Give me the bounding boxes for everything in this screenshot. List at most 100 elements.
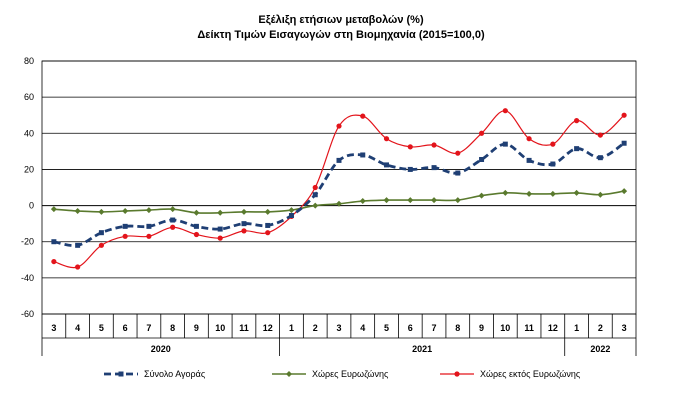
series-2-point <box>169 206 176 213</box>
legend-label: Χώρες εκτός Ευρωζώνης <box>480 369 581 379</box>
series-2-point <box>431 197 438 204</box>
legend-label: Σύνολο Αγοράς <box>144 369 206 379</box>
series-3-point <box>360 113 366 119</box>
x-tick-label: 6 <box>408 323 413 333</box>
x-tick-label: 11 <box>524 323 534 333</box>
y-tick-label: 40 <box>24 128 34 138</box>
y-tick-label: 20 <box>24 164 34 174</box>
series-3-point <box>455 150 461 156</box>
series-3-point <box>383 136 390 142</box>
series-3-point <box>193 231 200 238</box>
series-2-point <box>573 189 580 196</box>
series-3-point <box>431 142 437 148</box>
series-3-point <box>407 144 413 150</box>
x-tick-label: 10 <box>215 323 225 333</box>
series-3-point <box>621 112 627 118</box>
x-tick-label: 5 <box>384 323 389 333</box>
series-1-point <box>312 192 318 198</box>
x-tick-label: 7 <box>432 323 437 333</box>
series-1-point <box>550 161 556 167</box>
series-1-point <box>288 213 294 219</box>
x-tick-label: 10 <box>500 323 510 333</box>
series-2-point <box>383 197 390 204</box>
y-tick-label: -20 <box>21 237 34 247</box>
y-tick-label: 80 <box>24 56 34 66</box>
series-3-point <box>122 233 128 239</box>
series-1-point <box>241 221 247 227</box>
x-tick-label: 9 <box>479 323 484 333</box>
x-year-label: 2022 <box>590 344 610 354</box>
x-tick-label: 8 <box>455 323 460 333</box>
series-1-point <box>431 165 437 171</box>
y-tick-label: 0 <box>29 201 34 211</box>
series-1-point <box>502 141 508 147</box>
series-2-point <box>526 190 533 197</box>
series-3-point <box>478 130 485 136</box>
series-1-point <box>479 156 485 162</box>
x-tick-label: 5 <box>99 323 104 333</box>
x-tick-label: 6 <box>123 323 128 333</box>
series-2-point <box>50 206 57 213</box>
series-2-point <box>98 208 105 215</box>
series-2-point <box>359 198 366 205</box>
chart-title: Εξέλιξη ετήσιων μεταβολών (%) <box>258 14 424 26</box>
x-tick-label: 9 <box>194 323 199 333</box>
series-1-point <box>407 166 413 172</box>
series-1-point <box>455 170 461 176</box>
series-1-point <box>146 223 152 229</box>
y-tick-label: -60 <box>21 309 34 319</box>
series-3-point <box>550 141 556 147</box>
legend-swatch-marker <box>454 371 460 377</box>
y-tick-label: -40 <box>21 273 34 283</box>
x-tick-label: 3 <box>336 323 341 333</box>
x-tick-label: 3 <box>622 323 627 333</box>
series-1-point <box>336 157 342 163</box>
series-2-point <box>621 188 628 195</box>
series-1-point <box>170 217 176 223</box>
x-tick-label: 1 <box>289 323 294 333</box>
series-1-point <box>621 140 627 146</box>
series-2-point <box>145 207 152 214</box>
series-3-point <box>75 264 81 270</box>
series-2-point <box>336 200 342 207</box>
x-tick-label: 3 <box>51 323 56 333</box>
series-3-point <box>241 228 247 234</box>
x-year-label: 2021 <box>412 344 432 354</box>
x-tick-label: 8 <box>170 323 175 333</box>
series-3-point <box>51 258 57 265</box>
series-2-point <box>312 202 319 209</box>
series-2-point <box>549 190 556 197</box>
x-tick-label: 12 <box>263 323 273 333</box>
series-1-point <box>360 152 366 158</box>
series-1-point <box>217 226 223 232</box>
series-1-point <box>526 157 532 163</box>
series-2-point <box>122 207 129 214</box>
series-1-point <box>193 223 199 229</box>
x-tick-label: 12 <box>548 323 558 333</box>
series-1-point <box>597 155 603 161</box>
series-1-point <box>384 162 390 168</box>
series-2-point <box>264 208 271 215</box>
x-tick-label: 2 <box>598 323 603 333</box>
x-tick-label: 1 <box>574 323 579 333</box>
series-1-point <box>265 222 271 228</box>
series-3-point <box>217 235 223 241</box>
series-3-point <box>336 123 342 129</box>
series-2-point <box>597 191 604 198</box>
series-2-point <box>217 209 224 216</box>
series-3-point <box>312 184 318 191</box>
series-2-point <box>193 209 200 216</box>
plot-frame <box>41 60 637 315</box>
series-3-point <box>526 136 532 142</box>
series-2-point <box>454 197 461 204</box>
series-1-point <box>98 230 104 236</box>
y-tick-label: 60 <box>24 92 34 102</box>
series-1-point <box>574 146 580 152</box>
series-2-point <box>478 192 485 199</box>
series-line-3 <box>53 110 625 269</box>
chart-subtitle: Δείκτη Τιμών Εισαγωγών στη Βιομηχανία (2… <box>197 29 485 41</box>
series-2-point <box>240 208 247 215</box>
series-3-point <box>265 230 271 236</box>
x-tick-label: 7 <box>146 323 151 333</box>
